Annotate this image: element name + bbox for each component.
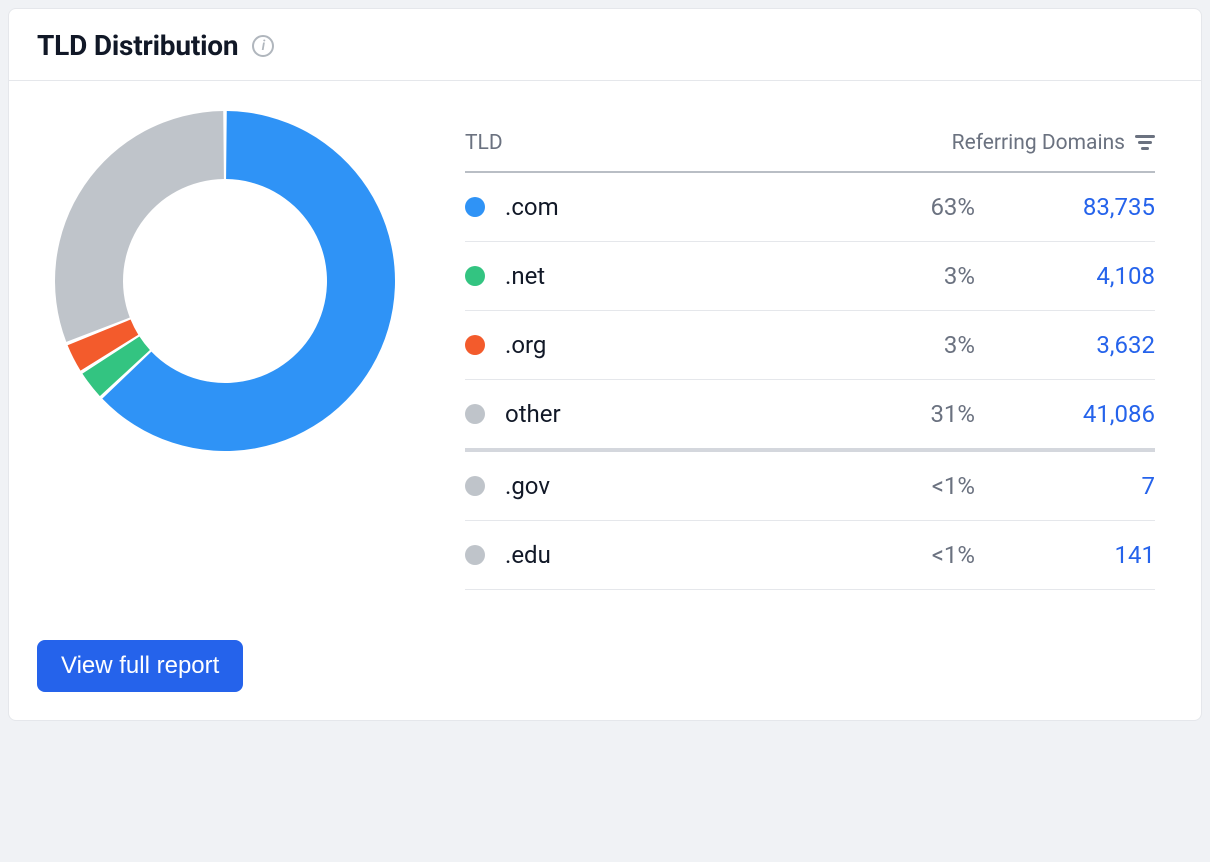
tld-value[interactable]: 141: [975, 541, 1155, 569]
table-header-row: TLD Referring Domains: [465, 121, 1155, 173]
table-row: .net3%4,108: [465, 242, 1155, 311]
view-full-report-button[interactable]: View full report: [37, 640, 243, 692]
info-icon[interactable]: i: [252, 35, 274, 57]
legend-swatch-icon: [465, 197, 485, 217]
legend-swatch-icon: [465, 545, 485, 565]
tld-value[interactable]: 83,735: [975, 193, 1155, 221]
legend-swatch-icon: [465, 266, 485, 286]
tld-percent: 63%: [855, 193, 975, 221]
tld-label: .com: [505, 193, 855, 221]
tld-percent: 3%: [855, 262, 975, 290]
legend-swatch-icon: [465, 335, 485, 355]
table-row: other31%41,086: [465, 380, 1155, 452]
legend-swatch-icon: [465, 404, 485, 424]
card-body: TLD Referring Domains .com63%83,735.net3…: [9, 81, 1201, 620]
card-footer: View full report: [9, 620, 1201, 720]
column-header-referring-domains[interactable]: Referring Domains: [952, 131, 1155, 155]
table-body: .com63%83,735.net3%4,108.org3%3,632other…: [465, 173, 1155, 590]
tld-value[interactable]: 3,632: [975, 331, 1155, 359]
tld-distribution-card: TLD Distribution i TLD Referring Domains: [8, 8, 1202, 721]
tld-label: .edu: [505, 541, 855, 569]
table-row: .org3%3,632: [465, 311, 1155, 380]
tld-value[interactable]: 7: [975, 472, 1155, 500]
table-row: .edu<1%141: [465, 521, 1155, 590]
table-row: .com63%83,735: [465, 173, 1155, 242]
tld-percent: 31%: [855, 400, 975, 428]
tld-label: .org: [505, 331, 855, 359]
table-row: .gov<1%7: [465, 452, 1155, 521]
tld-label: other: [505, 400, 855, 428]
tld-percent: 3%: [855, 331, 975, 359]
tld-label: .gov: [505, 472, 855, 500]
donut-segment[interactable]: [55, 111, 224, 342]
legend-swatch-icon: [465, 476, 485, 496]
tld-percent: <1%: [855, 541, 975, 569]
donut-chart: [55, 111, 395, 451]
tld-value[interactable]: 4,108: [975, 262, 1155, 290]
sort-desc-icon: [1135, 135, 1155, 151]
column-header-referring-label: Referring Domains: [952, 131, 1125, 155]
tld-table: TLD Referring Domains .com63%83,735.net3…: [465, 121, 1155, 590]
tld-value[interactable]: 41,086: [975, 400, 1155, 428]
card-title: TLD Distribution: [37, 29, 238, 62]
column-header-tld[interactable]: TLD: [465, 131, 952, 155]
card-header: TLD Distribution i: [9, 9, 1201, 81]
tld-label: .net: [505, 262, 855, 290]
tld-percent: <1%: [855, 472, 975, 500]
